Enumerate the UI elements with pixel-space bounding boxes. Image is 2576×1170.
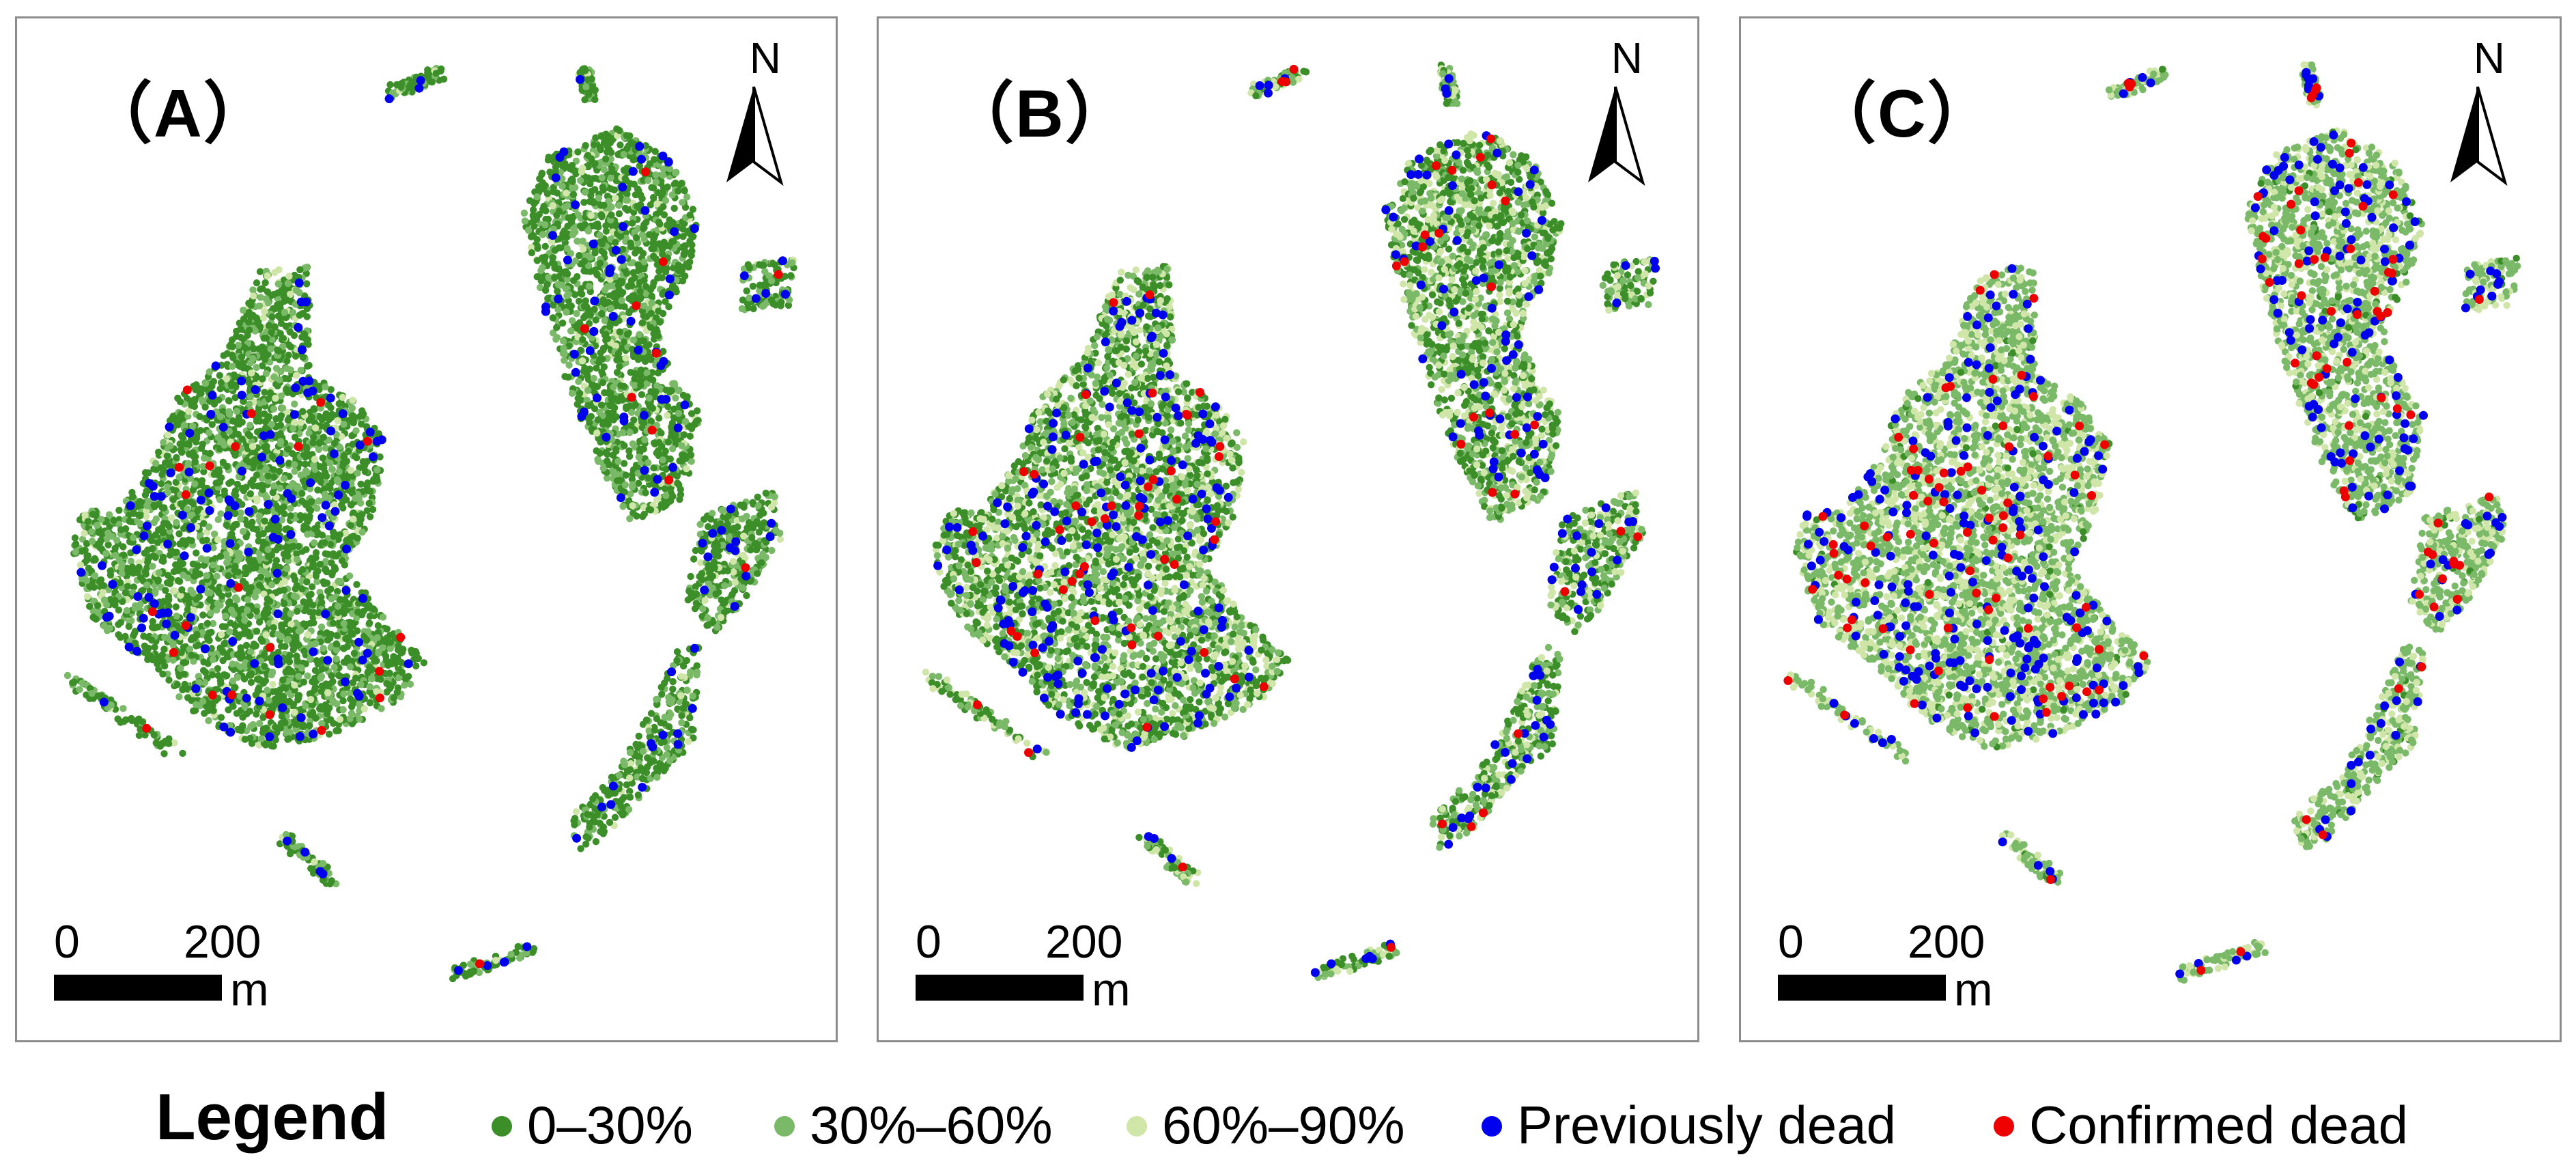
legend-label-0-30: 0–30% [527,1098,693,1152]
scale-bar-rect [916,975,1084,1001]
scale-unit-label: m [230,966,269,1013]
scale-max-label: 200 [1045,919,1122,965]
panel-label-a: （A） [85,80,272,147]
panel-label-b: （B） [947,80,1133,147]
map-canvas-b [922,61,1660,981]
north-arrow-icon [726,86,784,186]
map-panel-c: （C） N 0 200 m [1739,16,2562,1042]
north-label-c: N [2474,36,2505,80]
legend-dot-confirmed-dead [1994,1116,2014,1137]
north-label-b: N [1611,36,1643,80]
legend: Legend 0–30% 30%–60% 60%–90% Previously … [0,1065,2576,1168]
legend-label-confirmed-dead: Confirmed dead [2029,1098,2408,1152]
panel-label-c: （C） [1809,80,1996,147]
map-panel-b: （B） N 0 200 m [877,16,1699,1042]
map-canvas-c [1783,61,2521,984]
scale-bar-a: 0 200 m [54,919,300,1014]
legend-dot-60-90 [1127,1116,1147,1137]
map-panel-a: （A） N 0 200 m [15,16,838,1042]
legend-title: Legend [156,1085,388,1150]
legend-dot-0-30 [492,1116,512,1137]
north-arrow-icon [1588,86,1645,186]
scale-max-label: 200 [184,919,261,965]
legend-dot-30-60 [774,1116,795,1137]
scale-zero-label: 0 [54,919,80,965]
scale-max-label: 200 [1908,919,1985,965]
scale-unit-label: m [1092,966,1131,1013]
scale-bar-rect [1778,975,1946,1001]
north-label-a: N [750,36,781,80]
north-arrow-icon [2450,86,2508,186]
scale-bar-rect [54,975,222,1001]
scale-zero-label: 0 [916,919,942,965]
scale-bar-c: 0 200 m [1778,919,2024,1014]
legend-label-60-90: 60%–90% [1162,1098,1405,1152]
legend-label-30-60: 30%–60% [810,1098,1053,1152]
scale-unit-label: m [1954,966,1993,1013]
legend-label-previously-dead: Previously dead [1517,1098,1896,1152]
map-canvas-a [63,64,797,983]
scale-bar-b: 0 200 m [916,919,1161,1014]
scale-zero-label: 0 [1778,919,1804,965]
legend-dot-previously-dead [1482,1116,1502,1137]
